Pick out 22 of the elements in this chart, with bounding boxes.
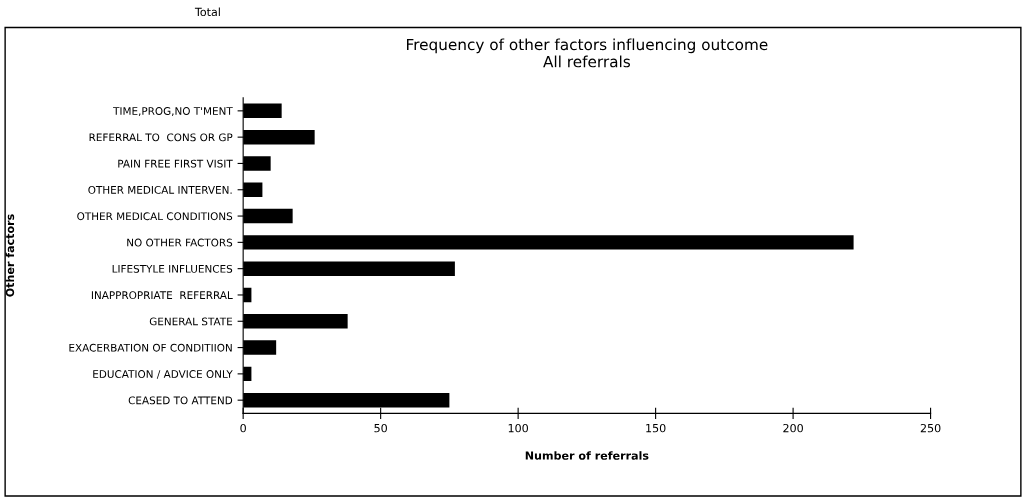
y-tick-label: LIFESTYLE INFLUENCES bbox=[112, 264, 233, 273]
y-tick-label: EXACERBATION OF CONDITIION bbox=[69, 343, 232, 352]
y-tick-label: NO OTHER FACTORS bbox=[127, 238, 233, 247]
y-axis-title: Other factors bbox=[5, 214, 15, 297]
x-axis-title: Number of referrals bbox=[525, 451, 649, 460]
text: Total bbox=[194, 7, 220, 17]
x-tick-label: 0 bbox=[240, 423, 246, 433]
chart-title: Frequency of other factors influencing outcome All referrals bbox=[407, 38, 768, 68]
y-tick-label: OTHER MEDICAL CONDITIONS bbox=[77, 212, 233, 221]
x-tick-label: 200 bbox=[783, 423, 803, 433]
y-tick-label: CEASED TO ATTEND bbox=[128, 396, 233, 405]
y-tick-label: INAPPROPRIATE REFERRAL bbox=[91, 291, 233, 300]
y-tick-label: REFERRAL TO CONS OR GP bbox=[89, 133, 233, 142]
x-tick-label: 50 bbox=[374, 423, 387, 433]
y-tick-label: TIME,PROG,NO T'MENT bbox=[113, 107, 233, 117]
y-tick-label: EDUCATION / ADVICE ONLY bbox=[93, 370, 233, 379]
y-tick-label: OTHER MEDICAL INTERVEN. bbox=[88, 185, 232, 194]
y-tick-label: GENERAL STATE bbox=[149, 317, 233, 326]
x-tick-label: 100 bbox=[508, 423, 528, 433]
y-tick-label: PAIN FREE FIRST VISIT bbox=[118, 159, 233, 168]
x-tick-label: 150 bbox=[646, 423, 666, 433]
x-tick-label: 250 bbox=[920, 423, 941, 433]
